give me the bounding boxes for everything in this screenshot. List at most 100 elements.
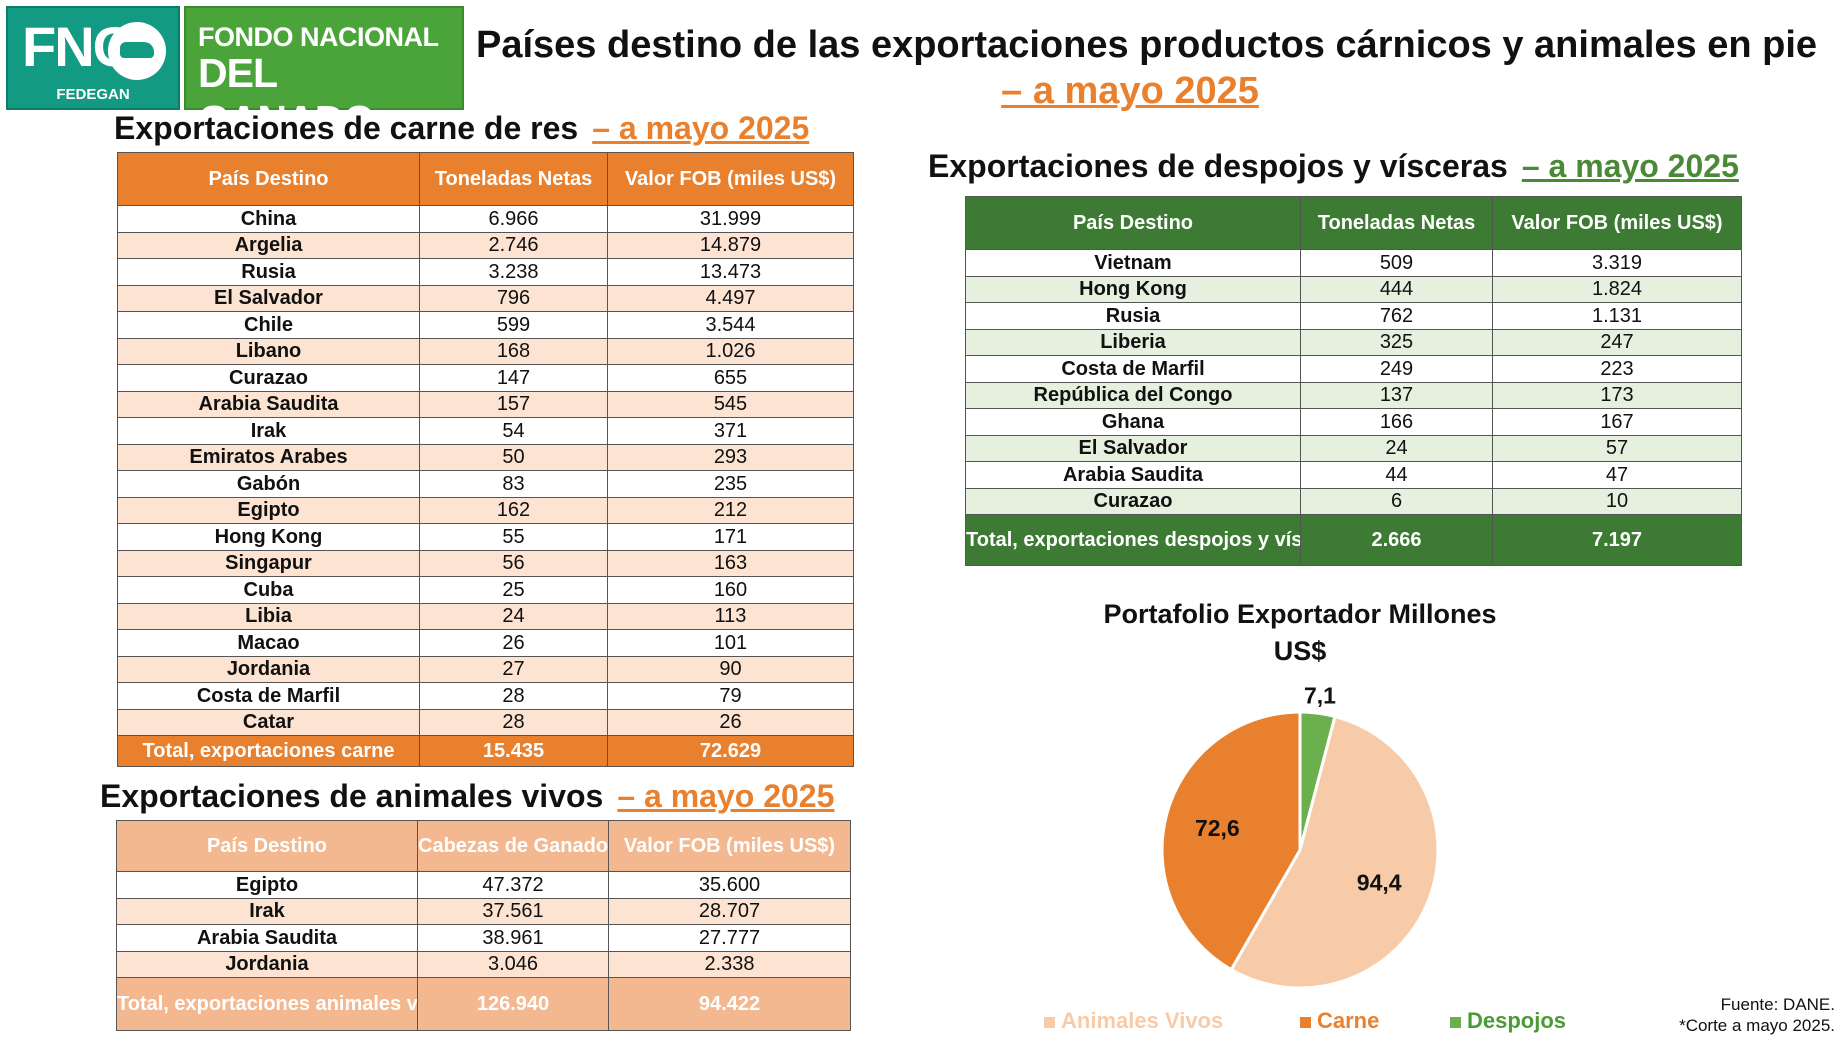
value-cell: 24 bbox=[1300, 434, 1493, 462]
country-cell: Jordania bbox=[116, 950, 418, 978]
country-cell: Catar bbox=[117, 708, 420, 736]
table-row: Arabia Saudita 44 47 bbox=[965, 461, 1742, 489]
value-cell: 223 bbox=[1492, 355, 1742, 383]
value-cell: 163 bbox=[607, 549, 854, 577]
value-cell: 113 bbox=[607, 602, 854, 630]
value-cell: 171 bbox=[607, 523, 854, 551]
value-cell: 101 bbox=[607, 629, 854, 657]
value-cell: 47.372 bbox=[417, 871, 609, 899]
legend-item-despojos: Despojos bbox=[1450, 1008, 1566, 1034]
logo-fedegan-text: FEDEGAN bbox=[56, 86, 130, 103]
beef-title-text: Exportaciones de carne de res bbox=[114, 110, 579, 146]
live-section-title: Exportaciones de animales vivos – a mayo … bbox=[100, 778, 834, 815]
value-cell: 24 bbox=[419, 602, 608, 630]
total-value-cell: 126.940 bbox=[417, 977, 609, 1031]
country-cell: Libia bbox=[117, 602, 420, 630]
value-cell: 2.746 bbox=[419, 231, 608, 259]
legend-label: Carne bbox=[1317, 1008, 1380, 1033]
logo: FNG FEDEGAN FONDO NACIONAL DEL GANADO bbox=[6, 6, 464, 143]
value-cell: 56 bbox=[419, 549, 608, 577]
value-cell: 160 bbox=[607, 576, 854, 604]
table-row: Singapur 56 163 bbox=[117, 549, 854, 577]
country-cell: Egipto bbox=[117, 496, 420, 524]
total-value-cell: 15.435 bbox=[419, 735, 608, 767]
value-cell: 796 bbox=[419, 284, 608, 312]
total-value-cell: 72.629 bbox=[607, 735, 854, 767]
value-cell: 3.238 bbox=[419, 258, 608, 286]
value-cell: 168 bbox=[419, 337, 608, 365]
live-title-date: – a mayo 2025 bbox=[617, 778, 835, 814]
total-row: Total, exportaciones animales vivos126.9… bbox=[116, 977, 851, 1031]
value-cell: 83 bbox=[419, 470, 608, 498]
table-row: Costa de Marfil 28 79 bbox=[117, 682, 854, 710]
column-header: País Destino bbox=[117, 152, 420, 206]
country-cell: Curazao bbox=[965, 487, 1301, 515]
country-cell: Hong Kong bbox=[965, 275, 1301, 303]
country-cell: Liberia bbox=[965, 328, 1301, 356]
country-cell: Argelia bbox=[117, 231, 420, 259]
table-row: El Salvador 24 57 bbox=[965, 434, 1742, 462]
country-cell: Cuba bbox=[117, 576, 420, 604]
value-cell: 157 bbox=[419, 390, 608, 418]
country-cell: Curazao bbox=[117, 364, 420, 392]
portfolio-pie-chart: 7,1 94,4 72,6 bbox=[1160, 682, 1440, 990]
table-row: Egipto 47.372 35.600 bbox=[116, 871, 851, 899]
data-label-animales-vivos: 94,4 bbox=[1357, 869, 1402, 895]
table-row: Chile 599 3.544 bbox=[117, 311, 854, 339]
column-header: Valor FOB (miles US$) bbox=[1492, 196, 1742, 250]
country-cell: Ghana bbox=[965, 408, 1301, 436]
value-cell: 31.999 bbox=[607, 205, 854, 233]
table-row: Arabia Saudita 38.961 27.777 bbox=[116, 924, 851, 952]
country-cell: Chile bbox=[117, 311, 420, 339]
legend-item-carne: Carne bbox=[1300, 1008, 1379, 1034]
value-cell: 137 bbox=[1300, 381, 1493, 409]
value-cell: 235 bbox=[607, 470, 854, 498]
value-cell: 2.338 bbox=[608, 950, 851, 978]
country-cell: República del Congo bbox=[965, 381, 1301, 409]
country-cell: Vietnam bbox=[965, 249, 1301, 277]
offal-export-table: País Destino Toneladas Netas Valor FOB (mi… bbox=[965, 196, 1742, 566]
fondo-logo-block: FONDO NACIONAL DEL GANADO bbox=[184, 6, 464, 143]
country-cell: Arabia Saudita bbox=[116, 924, 418, 952]
value-cell: 1.131 bbox=[1492, 302, 1742, 330]
country-cell: Egipto bbox=[116, 871, 418, 899]
table-row: Catar 28 26 bbox=[117, 708, 854, 736]
column-header: Toneladas Netas bbox=[1300, 196, 1493, 250]
country-cell: Rusia bbox=[965, 302, 1301, 330]
source-line2: *Corte a mayo 2025. bbox=[1679, 1016, 1835, 1035]
table-row: El Salvador 796 4.497 bbox=[117, 284, 854, 312]
table-row: Egipto 162 212 bbox=[117, 496, 854, 524]
country-cell: Arabia Saudita bbox=[965, 461, 1301, 489]
value-cell: 79 bbox=[607, 682, 854, 710]
value-cell: 28 bbox=[419, 708, 608, 736]
value-cell: 28.707 bbox=[608, 897, 851, 925]
beef-title-date: – a mayo 2025 bbox=[592, 110, 810, 146]
fng-logo-block: FNG FEDEGAN bbox=[6, 6, 180, 110]
value-cell: 3.544 bbox=[607, 311, 854, 339]
value-cell: 13.473 bbox=[607, 258, 854, 286]
column-header: País Destino bbox=[116, 820, 418, 872]
page-title-date: – a mayo 2025 bbox=[1001, 70, 1259, 112]
data-label-carne: 72,6 bbox=[1195, 815, 1240, 841]
live-export-table: País Destino Cabezas de Ganado Valor FOB (… bbox=[116, 820, 851, 1031]
table-row: Rusia 3.238 13.473 bbox=[117, 258, 854, 286]
value-cell: 444 bbox=[1300, 275, 1493, 303]
country-cell: Singapur bbox=[117, 549, 420, 577]
table-row: Curazao 147 655 bbox=[117, 364, 854, 392]
value-cell: 4.497 bbox=[607, 284, 854, 312]
value-cell: 166 bbox=[1300, 408, 1493, 436]
table-row: Liberia 325 247 bbox=[965, 328, 1742, 356]
value-cell: 14.879 bbox=[607, 231, 854, 259]
value-cell: 28 bbox=[419, 682, 608, 710]
column-header: País Destino bbox=[965, 196, 1301, 250]
table-row: Emiratos Arabes 50 293 bbox=[117, 443, 854, 471]
value-cell: 27.777 bbox=[608, 924, 851, 952]
value-cell: 50 bbox=[419, 443, 608, 471]
country-cell: Irak bbox=[116, 897, 418, 925]
value-cell: 325 bbox=[1300, 328, 1493, 356]
table-row: Macao 26 101 bbox=[117, 629, 854, 657]
table-row: Libia 24 113 bbox=[117, 602, 854, 630]
legend-label: Animales Vivos bbox=[1061, 1008, 1224, 1033]
total-row: Total, exportaciones despojos y vísceras… bbox=[965, 514, 1742, 566]
value-cell: 54 bbox=[419, 417, 608, 445]
